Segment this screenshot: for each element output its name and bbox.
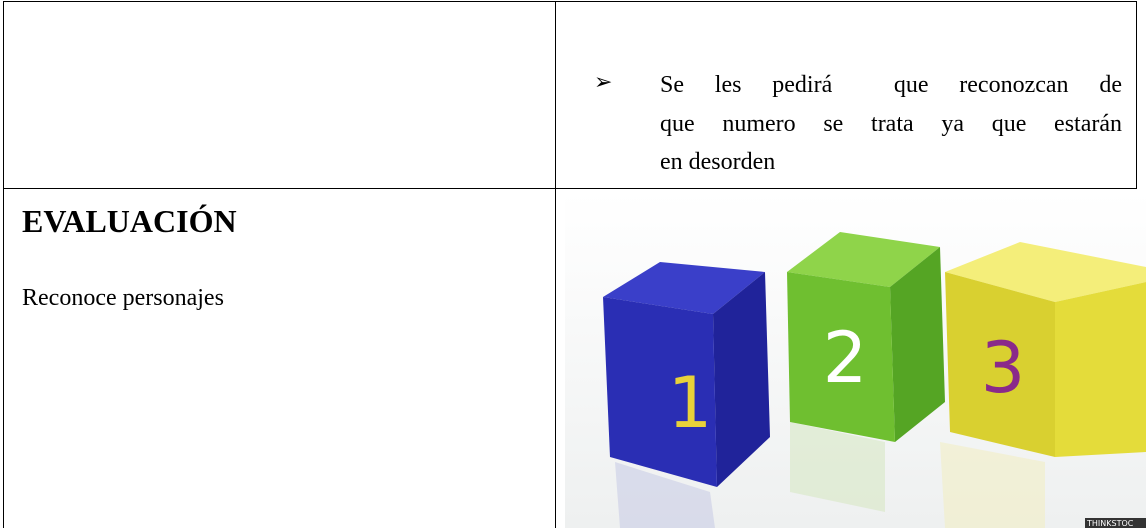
section-heading: EVALUACIÓN xyxy=(22,203,237,239)
row-divider xyxy=(3,188,1137,189)
cube-label: 3 xyxy=(981,327,1026,409)
watermark: THINKSTOC xyxy=(1086,519,1134,528)
cube-label: 1 xyxy=(668,362,713,444)
bullet-icon: ➢ xyxy=(594,70,613,95)
cube-label: 2 xyxy=(823,317,868,399)
section-text: Reconoce personajes xyxy=(22,285,224,311)
bullet-text: en desorden xyxy=(660,149,776,175)
column-divider xyxy=(555,1,556,528)
table-border xyxy=(3,1,4,528)
cubes-image: 1 2 3 THINKSTOC xyxy=(565,192,1146,528)
table-border xyxy=(1136,1,1137,189)
bullet-text: que numero se trata ya que estarán xyxy=(660,111,1122,137)
table-border xyxy=(3,1,1137,2)
bullet-text: Se les pedirá que reconozcan de xyxy=(660,72,1122,98)
